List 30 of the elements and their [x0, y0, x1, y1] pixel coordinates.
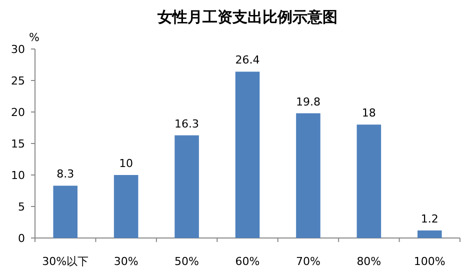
y-tick-label: 5	[18, 200, 25, 214]
y-tick-label: 30	[11, 43, 25, 56]
x-tick-label: 50%	[174, 255, 200, 268]
data-label: 10	[119, 157, 134, 170]
chart-title: 女性月工资支出比例示意图	[156, 8, 338, 26]
bar	[114, 175, 138, 238]
data-label: 16.3	[174, 117, 200, 130]
bar	[174, 135, 199, 238]
x-tick-label: 30%以下	[42, 255, 89, 268]
y-tick-label: 15	[11, 138, 25, 150]
x-tick-label: 100%	[414, 255, 446, 268]
data-label: 26.4	[235, 54, 260, 67]
bar	[53, 186, 78, 238]
bar	[356, 124, 382, 238]
data-label: 18	[362, 106, 376, 120]
data-label: 1.2	[420, 212, 438, 226]
bar	[296, 113, 320, 238]
data-label: 8.3	[56, 168, 74, 181]
bar	[418, 230, 442, 238]
y-tick-label: 20	[11, 106, 25, 119]
x-tick-label: 80%	[356, 255, 382, 268]
y-tick-label: 10	[11, 169, 25, 182]
data-label: 19.8	[296, 95, 320, 108]
y-axis-title: %	[29, 31, 40, 44]
x-tick-label: 60%	[235, 255, 260, 268]
x-tick-label: 30%	[114, 255, 138, 268]
y-tick-label: 0	[18, 232, 25, 245]
y-tick-label: 25	[11, 74, 25, 88]
x-tick-label: 70%	[296, 255, 320, 268]
bar	[235, 72, 260, 238]
